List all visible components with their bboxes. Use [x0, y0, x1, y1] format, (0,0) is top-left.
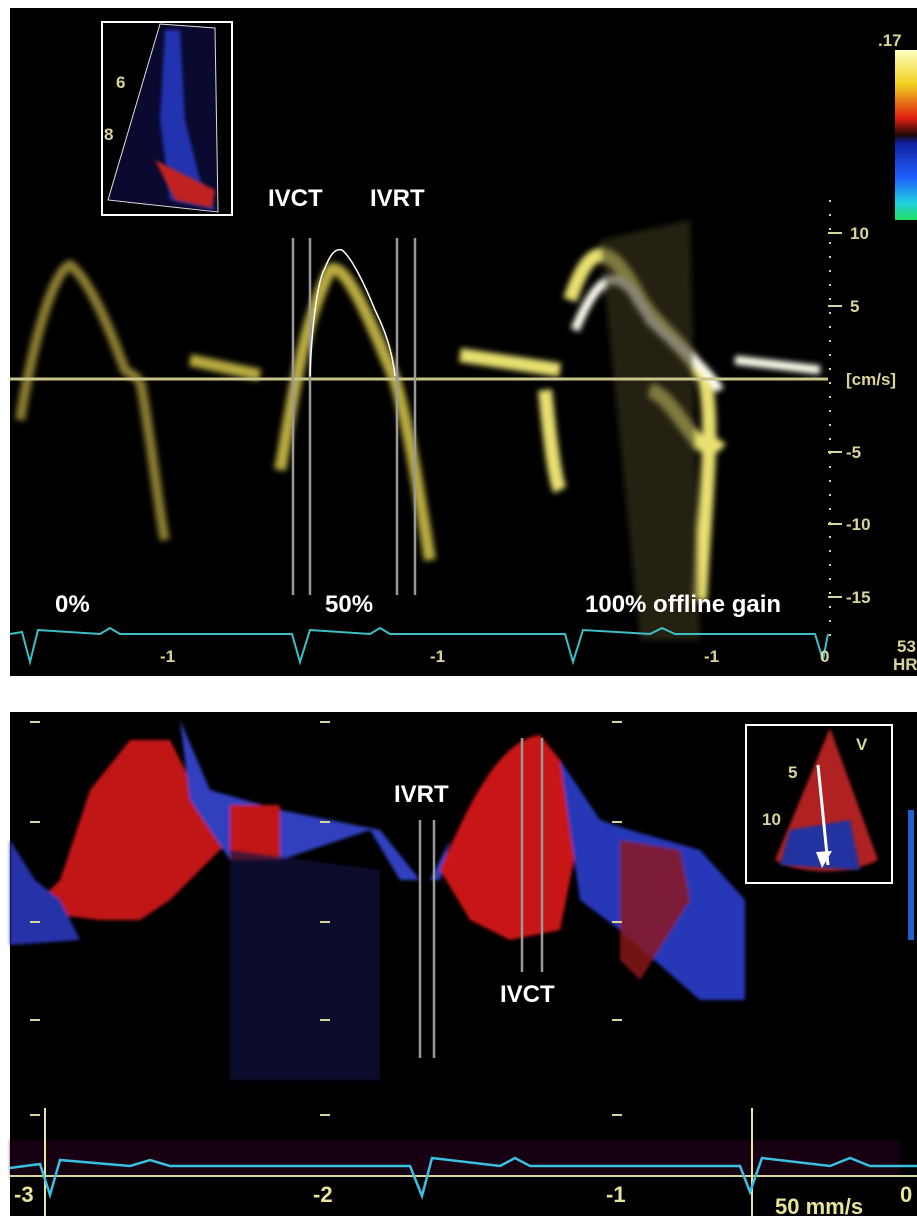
inset-depth: 6: [116, 73, 125, 92]
velocity-unit: [cm/s]: [846, 370, 896, 389]
time-tick: -1: [704, 647, 719, 666]
trace-contour: [309, 248, 396, 377]
color-bar: [895, 50, 917, 220]
marker-label: IVCT: [500, 981, 555, 1008]
gain-label: 0%: [55, 591, 90, 618]
inset-depth: 10: [762, 810, 781, 829]
inset-image: 6 8: [101, 21, 233, 216]
time-tick: -1: [160, 647, 175, 666]
marker-label: IVCT: [268, 185, 323, 212]
inset-depth: 5: [788, 763, 797, 782]
heart-rate: 53: [897, 637, 916, 656]
velocity-axis: [828, 200, 842, 640]
gain-label: 100% offline gain: [585, 591, 781, 618]
time-tick: 0: [900, 1182, 912, 1207]
edge-scale: [908, 810, 914, 940]
inset-image: V 5 10: [745, 724, 893, 884]
top-panel: 10 5 [cm/s] -5 -10 -15 -1 -1 -1 0 53 HR …: [9, 8, 917, 676]
time-tick: -3: [14, 1182, 34, 1207]
color-mmode: [10, 720, 900, 1175]
interval-lines: [418, 738, 544, 1058]
color-bar-max: .17: [878, 31, 902, 50]
inset-depth: 8: [104, 125, 113, 144]
time-tick: -2: [313, 1182, 333, 1207]
velocity-tick: -5: [846, 443, 861, 462]
velocity-tick: -15: [846, 588, 871, 607]
velocity-tick: -10: [846, 515, 871, 534]
bottom-panel: IVRT IVCT -3 -2 -1 0 50 mm/s V 5 10: [9, 712, 917, 1216]
heart-rate-unit: HR: [893, 655, 917, 674]
time-tick: 0: [820, 647, 829, 666]
marker-label: IVRT: [370, 185, 425, 212]
sweep-speed: 50 mm/s: [775, 1194, 863, 1216]
time-tick: -1: [606, 1182, 626, 1207]
velocity-tick: 10: [850, 224, 869, 243]
velocity-tick: 5: [850, 297, 859, 316]
time-tick: -1: [430, 647, 445, 666]
ecg-trace: [9, 626, 829, 666]
inset-label: V: [856, 735, 868, 754]
depth-ticks: [30, 721, 622, 1116]
gain-label: 50%: [325, 591, 373, 618]
marker-label: IVRT: [394, 781, 449, 808]
doppler-trace: [15, 220, 821, 640]
interval-lines: [291, 238, 417, 595]
ecg-trace: [9, 1156, 917, 1200]
